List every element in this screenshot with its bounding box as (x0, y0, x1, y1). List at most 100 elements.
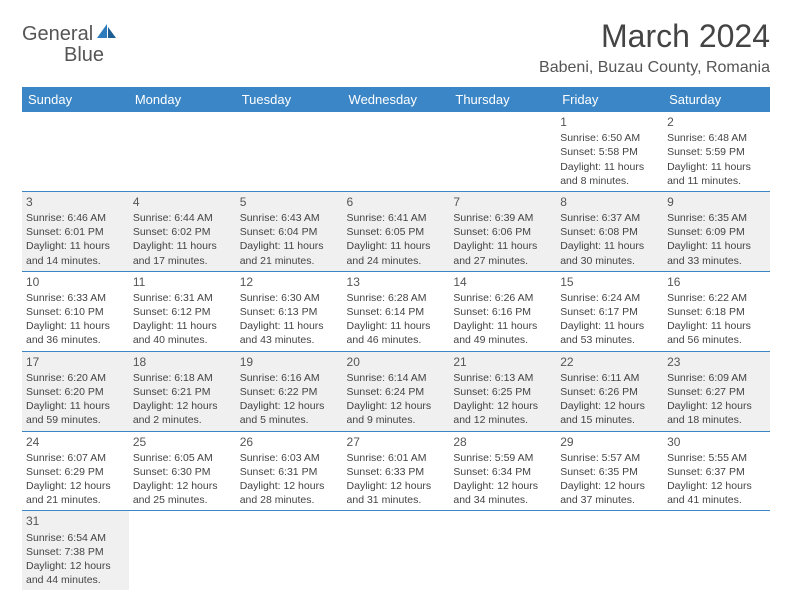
daylight-text: Daylight: 11 hours (347, 319, 446, 333)
calendar-cell (129, 511, 236, 590)
daylight-text: Daylight: 12 hours (560, 399, 659, 413)
sail-icon (95, 22, 117, 45)
calendar-cell: 24Sunrise: 6:07 AMSunset: 6:29 PMDayligh… (22, 431, 129, 511)
sunset-text: Sunset: 6:29 PM (26, 465, 125, 479)
calendar-cell (236, 511, 343, 590)
day-number: 19 (240, 354, 339, 370)
calendar-cell: 10Sunrise: 6:33 AMSunset: 6:10 PMDayligh… (22, 271, 129, 351)
calendar-cell (449, 112, 556, 191)
day-number: 16 (667, 274, 766, 290)
sunset-text: Sunset: 6:26 PM (560, 385, 659, 399)
sunrise-text: Sunrise: 6:26 AM (453, 291, 552, 305)
day-number: 1 (560, 114, 659, 130)
sunset-text: Sunset: 6:12 PM (133, 305, 232, 319)
day-number: 26 (240, 434, 339, 450)
calendar-cell: 17Sunrise: 6:20 AMSunset: 6:20 PMDayligh… (22, 351, 129, 431)
sunset-text: Sunset: 6:09 PM (667, 225, 766, 239)
daylight-text: Daylight: 11 hours (667, 160, 766, 174)
calendar-cell: 19Sunrise: 6:16 AMSunset: 6:22 PMDayligh… (236, 351, 343, 431)
weekday-header: Saturday (663, 87, 770, 112)
day-number: 17 (26, 354, 125, 370)
sunset-text: Sunset: 6:20 PM (26, 385, 125, 399)
calendar-table: SundayMondayTuesdayWednesdayThursdayFrid… (22, 87, 770, 590)
calendar-cell (663, 511, 770, 590)
sunrise-text: Sunrise: 6:33 AM (26, 291, 125, 305)
daylight-text: and 15 minutes. (560, 413, 659, 427)
daylight-text: and 56 minutes. (667, 333, 766, 347)
sunset-text: Sunset: 5:58 PM (560, 145, 659, 159)
sunset-text: Sunset: 7:38 PM (26, 545, 125, 559)
day-number: 15 (560, 274, 659, 290)
daylight-text: and 33 minutes. (667, 254, 766, 268)
sunrise-text: Sunrise: 6:50 AM (560, 131, 659, 145)
day-number: 8 (560, 194, 659, 210)
calendar-cell: 28Sunrise: 5:59 AMSunset: 6:34 PMDayligh… (449, 431, 556, 511)
day-number: 20 (347, 354, 446, 370)
calendar-cell: 6Sunrise: 6:41 AMSunset: 6:05 PMDaylight… (343, 191, 450, 271)
sunrise-text: Sunrise: 6:11 AM (560, 371, 659, 385)
calendar-cell: 13Sunrise: 6:28 AMSunset: 6:14 PMDayligh… (343, 271, 450, 351)
page-header: General Blue March 2024 Babeni, Buzau Co… (22, 18, 770, 79)
daylight-text: Daylight: 11 hours (560, 160, 659, 174)
daylight-text: Daylight: 12 hours (560, 479, 659, 493)
calendar-cell: 18Sunrise: 6:18 AMSunset: 6:21 PMDayligh… (129, 351, 236, 431)
calendar-cell (556, 511, 663, 590)
sunrise-text: Sunrise: 6:46 AM (26, 211, 125, 225)
daylight-text: Daylight: 12 hours (26, 479, 125, 493)
sunrise-text: Sunrise: 6:44 AM (133, 211, 232, 225)
sunset-text: Sunset: 6:24 PM (347, 385, 446, 399)
location-text: Babeni, Buzau County, Romania (539, 59, 770, 77)
sunset-text: Sunset: 5:59 PM (667, 145, 766, 159)
sunset-text: Sunset: 6:13 PM (240, 305, 339, 319)
daylight-text: and 9 minutes. (347, 413, 446, 427)
daylight-text: Daylight: 12 hours (133, 479, 232, 493)
daylight-text: Daylight: 12 hours (347, 479, 446, 493)
calendar-cell: 26Sunrise: 6:03 AMSunset: 6:31 PMDayligh… (236, 431, 343, 511)
sunrise-text: Sunrise: 6:05 AM (133, 451, 232, 465)
weekday-header: Tuesday (236, 87, 343, 112)
calendar-cell: 1Sunrise: 6:50 AMSunset: 5:58 PMDaylight… (556, 112, 663, 191)
header-right: March 2024 Babeni, Buzau County, Romania (539, 18, 770, 79)
sunset-text: Sunset: 6:14 PM (347, 305, 446, 319)
calendar-cell: 27Sunrise: 6:01 AMSunset: 6:33 PMDayligh… (343, 431, 450, 511)
calendar-cell: 16Sunrise: 6:22 AMSunset: 6:18 PMDayligh… (663, 271, 770, 351)
sunset-text: Sunset: 6:31 PM (240, 465, 339, 479)
daylight-text: and 5 minutes. (240, 413, 339, 427)
sunset-text: Sunset: 6:04 PM (240, 225, 339, 239)
sunrise-text: Sunrise: 5:57 AM (560, 451, 659, 465)
daylight-text: Daylight: 11 hours (453, 239, 552, 253)
daylight-text: Daylight: 11 hours (133, 319, 232, 333)
sunrise-text: Sunrise: 6:22 AM (667, 291, 766, 305)
sunrise-text: Sunrise: 6:28 AM (347, 291, 446, 305)
sunset-text: Sunset: 6:02 PM (133, 225, 232, 239)
brand-name-1: General (22, 23, 93, 45)
sunrise-text: Sunrise: 6:43 AM (240, 211, 339, 225)
sunset-text: Sunset: 6:06 PM (453, 225, 552, 239)
calendar-cell: 8Sunrise: 6:37 AMSunset: 6:08 PMDaylight… (556, 191, 663, 271)
daylight-text: and 43 minutes. (240, 333, 339, 347)
calendar-cell (343, 112, 450, 191)
daylight-text: and 30 minutes. (560, 254, 659, 268)
calendar-cell: 31Sunrise: 6:54 AMSunset: 7:38 PMDayligh… (22, 511, 129, 590)
daylight-text: Daylight: 12 hours (26, 559, 125, 573)
sunrise-text: Sunrise: 6:54 AM (26, 531, 125, 545)
sunset-text: Sunset: 6:21 PM (133, 385, 232, 399)
day-number: 3 (26, 194, 125, 210)
daylight-text: and 21 minutes. (240, 254, 339, 268)
daylight-text: Daylight: 11 hours (560, 319, 659, 333)
calendar-cell: 21Sunrise: 6:13 AMSunset: 6:25 PMDayligh… (449, 351, 556, 431)
sunset-text: Sunset: 6:35 PM (560, 465, 659, 479)
sunset-text: Sunset: 6:08 PM (560, 225, 659, 239)
daylight-text: Daylight: 11 hours (26, 399, 125, 413)
calendar-body: 1Sunrise: 6:50 AMSunset: 5:58 PMDaylight… (22, 112, 770, 590)
day-number: 6 (347, 194, 446, 210)
sunset-text: Sunset: 6:30 PM (133, 465, 232, 479)
daylight-text: Daylight: 12 hours (453, 399, 552, 413)
sunset-text: Sunset: 6:05 PM (347, 225, 446, 239)
calendar-cell: 5Sunrise: 6:43 AMSunset: 6:04 PMDaylight… (236, 191, 343, 271)
sunset-text: Sunset: 6:17 PM (560, 305, 659, 319)
day-number: 14 (453, 274, 552, 290)
daylight-text: and 14 minutes. (26, 254, 125, 268)
daylight-text: Daylight: 11 hours (667, 319, 766, 333)
calendar-cell: 12Sunrise: 6:30 AMSunset: 6:13 PMDayligh… (236, 271, 343, 351)
